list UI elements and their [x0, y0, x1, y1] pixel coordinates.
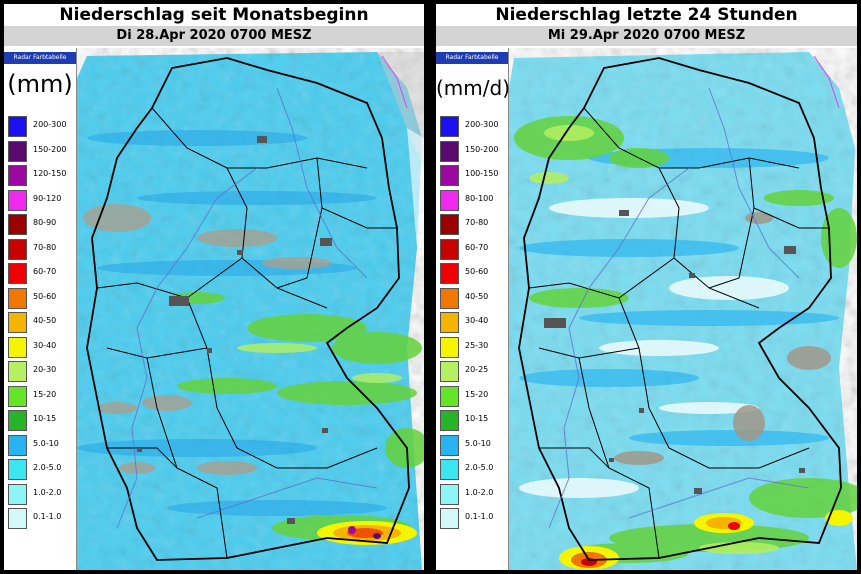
legend-swatch	[8, 116, 27, 137]
legend-label: 0.1-1.0	[33, 512, 62, 521]
legend-label: 80-100	[465, 193, 494, 203]
legend-label: 2.0-5.0	[33, 463, 62, 472]
legend-label: 10-15	[33, 414, 57, 423]
legend-swatch	[440, 385, 459, 407]
legend-label: 5.0-10	[465, 438, 491, 448]
panel-subtitle: Di 28.Apr 2020 0700 MESZ	[4, 26, 424, 46]
germany-radar-map-svg	[77, 48, 424, 570]
legend-label: 100-150	[465, 169, 499, 178]
legend-label: 40-50	[465, 291, 489, 301]
legend-swatch	[8, 459, 27, 480]
legend-swatch	[8, 238, 27, 260]
left-panel: Niederschlag seit Monatsbeginn Di 28.Apr…	[4, 4, 424, 570]
legend-swatch	[8, 361, 27, 382]
legend-swatch	[8, 336, 27, 358]
legend-label: 120-150	[33, 169, 67, 178]
legend-swatch	[440, 214, 459, 235]
color-legend: Radar Farbtabelle (mm) 200-300 150-200 120…	[4, 48, 77, 570]
legend-unit: (mm/d)	[436, 76, 511, 100]
legend-label: 1.0-2.0	[33, 487, 62, 497]
legend-swatch	[440, 238, 459, 260]
legend-label: 150-200	[33, 144, 67, 154]
legend-swatch	[440, 189, 459, 211]
precipitation-map	[509, 48, 857, 570]
legend-swatch	[8, 263, 27, 284]
legend-label: 25-30	[465, 340, 489, 350]
legend-swatch	[440, 410, 459, 431]
legend-label: 30-40	[465, 316, 489, 325]
city-markers	[544, 210, 805, 494]
germany-radar-map-svg	[509, 48, 857, 570]
legend-label: 15-20	[33, 389, 57, 399]
legend-label: 200-300	[33, 120, 67, 129]
legend-label: 70-80	[33, 242, 57, 252]
panel-title: Niederschlag letzte 24 Stunden	[495, 5, 798, 25]
legend-label: 10-15	[465, 414, 489, 423]
legend-label: 5.0-10	[33, 438, 59, 448]
legend-label: 20-30	[33, 365, 57, 374]
legend-label: 200-300	[465, 120, 499, 129]
legend-swatch	[8, 434, 27, 456]
legend-label: 80-90	[33, 218, 57, 227]
right-panel: Niederschlag letzte 24 Stunden Mi 29.Apr…	[436, 4, 857, 570]
legend-swatch	[8, 165, 27, 186]
legend-unit: (mm)	[7, 70, 73, 98]
legend-label: 15-20	[465, 389, 489, 399]
legend-swatch	[8, 385, 27, 407]
legend-swatch	[440, 434, 459, 456]
legend-swatch	[440, 336, 459, 358]
panel-subtitle: Mi 29.Apr 2020 0700 MESZ	[436, 26, 857, 46]
legend-swatch	[440, 140, 459, 162]
legend-label: 40-50	[33, 316, 57, 325]
legend-header: Radar Farbtabelle	[4, 52, 76, 64]
legend-swatch	[440, 312, 459, 333]
legend-swatch	[440, 508, 459, 529]
legend-label: 0.1-1.0	[465, 512, 494, 521]
legend-label: 30-40	[33, 340, 57, 350]
legend-swatch	[440, 483, 459, 505]
legend-header: Radar Farbtabelle	[436, 52, 508, 64]
legend-swatch	[440, 165, 459, 186]
legend-swatch	[440, 287, 459, 309]
legend-label: 50-60	[33, 291, 57, 301]
legend-label: 90-120	[33, 193, 62, 203]
legend-label: 2.0-5.0	[465, 463, 494, 472]
legend-swatch	[8, 287, 27, 309]
legend-swatch	[440, 116, 459, 137]
legend-swatch	[440, 263, 459, 284]
legend-label: 60-70	[465, 242, 489, 252]
legend-swatch	[440, 459, 459, 480]
precipitation-map	[77, 48, 424, 570]
city-markers	[137, 136, 332, 524]
legend-swatch	[8, 189, 27, 211]
legend-swatch	[8, 410, 27, 431]
legend-label: 50-60	[465, 267, 489, 276]
legend-label: 1.0-2.0	[465, 487, 494, 497]
legend-swatch	[8, 312, 27, 333]
legend-swatch	[8, 483, 27, 505]
legend-label: 20-25	[465, 365, 489, 374]
legend-swatch	[440, 361, 459, 382]
legend-label: 70-80	[465, 218, 489, 227]
legend-swatch	[8, 508, 27, 529]
legend-label: 60-70	[33, 267, 57, 276]
legend-swatch	[8, 140, 27, 162]
panel-title: Niederschlag seit Monatsbeginn	[59, 5, 369, 25]
color-legend: Radar Farbtabelle (mm/d) 200-300 150-200 1…	[436, 48, 511, 570]
legend-swatch	[8, 214, 27, 235]
legend-label: 150-200	[465, 144, 499, 154]
